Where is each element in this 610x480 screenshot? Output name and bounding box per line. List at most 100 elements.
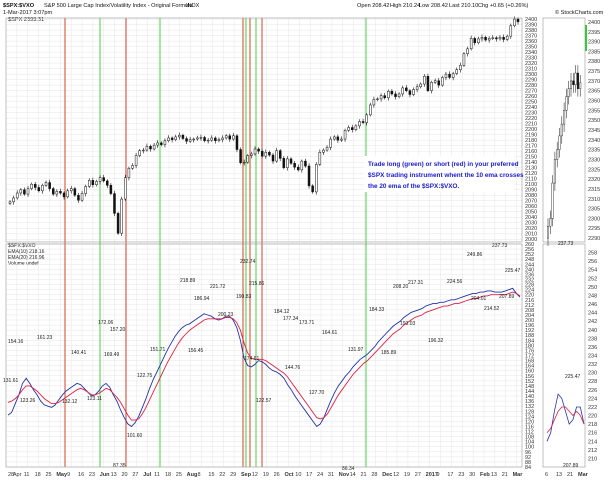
inset-candle-body [572, 80, 575, 86]
ratio-data-label: 200.23 [218, 312, 234, 318]
candle-body [33, 183, 37, 188]
candle-body [376, 98, 379, 100]
candle-body [318, 152, 322, 165]
candle-body [278, 150, 282, 159]
ratio-y-tick: 188 [525, 333, 534, 339]
candle-body [260, 150, 264, 157]
x-tick-label: 19 [404, 472, 410, 478]
ratio-data-label: 224.56 [447, 279, 463, 285]
candle-body [131, 165, 134, 169]
candle-body [95, 181, 98, 186]
ratio-y-tick: 120 [525, 419, 534, 425]
ratio-data-label: 164.61 [322, 330, 338, 336]
inset-x-tick-label: Mar [578, 472, 589, 478]
x-tick-label: 19 [263, 472, 269, 478]
candle-body [304, 160, 307, 167]
inset-price-y-tick: 2340 [588, 138, 600, 144]
x-tick-label: 22 [219, 472, 225, 478]
x-tick-label: Oct [284, 472, 293, 478]
inset-price-y-tick: 2355 [588, 108, 600, 114]
inset-ratio-y-tick: 240 [588, 328, 597, 334]
candle-body [379, 95, 383, 100]
ratio-data-label: 169.49 [104, 352, 120, 358]
inset-ratio-y-tick: 258 [588, 251, 597, 257]
ratio-y-tick: 252 [525, 252, 534, 258]
inset-price-y-tick: 2300 [588, 216, 600, 222]
price-y-tick: 2310 [525, 67, 537, 73]
ema10-line [7, 287, 521, 428]
x-tick-label: 11 [154, 472, 160, 478]
ratio-y-tick: 240 [525, 267, 534, 273]
ratio-y-tick: 132 [525, 404, 534, 410]
candle-body [286, 158, 289, 168]
price-y-tick: 2210 [525, 122, 537, 128]
inset-candle-body [556, 149, 559, 160]
ratio-data-label: 186.94 [194, 296, 210, 302]
candle-body [423, 76, 426, 85]
inset-ratio-y-tick: 212 [588, 448, 597, 454]
candle-body [163, 140, 167, 145]
candle-body [44, 182, 48, 186]
inset-ratio-y-tick: 246 [588, 302, 597, 308]
price-y-tick: 2180 [525, 138, 537, 144]
candle-body [257, 148, 260, 152]
candle-body [228, 135, 232, 140]
inset-data-label: 225.47 [565, 374, 581, 380]
candle-body [77, 194, 80, 201]
x-tick-label: 13 [491, 472, 497, 478]
candle-body [275, 150, 278, 162]
x-tick-label: 27 [415, 472, 421, 478]
inset-chart: 2290 2295 2300 2305 2310 2315 2320 2325 2330 2335… [542, 17, 600, 478]
candle-body [441, 77, 444, 86]
candle-body [293, 163, 296, 168]
inset-price-y-tick: 2395 [588, 30, 600, 36]
candle-body [369, 104, 372, 116]
inset-price-y-tick: 2370 [588, 79, 600, 85]
inset-price-y-tick: 2380 [588, 59, 600, 65]
candle-body [372, 99, 376, 106]
x-tick-label: May [56, 472, 68, 478]
inset-price-y-tick: 2400 [588, 20, 600, 26]
candle-body [170, 137, 174, 140]
candle-body [84, 186, 87, 194]
candle-body [235, 135, 239, 150]
x-tick-label: 21 [360, 472, 366, 478]
grid-lines [6, 18, 522, 468]
inset-x-tick-label: 21 [567, 472, 573, 478]
ratio-y-tick: 196 [525, 323, 534, 329]
chart-last: Last 210.10 [449, 3, 478, 9]
annotation-line-1: Trade long (green) or short (red) in you… [368, 161, 519, 168]
price-y-tick: 2260 [525, 94, 537, 100]
x-tick-label: 13 [111, 472, 117, 478]
ratio-data-label: 123.11 [87, 396, 102, 402]
price-y-tick: 2380 [525, 28, 537, 34]
ratio-y-tick: 260 [525, 242, 534, 248]
x-tick-label: 27 [132, 472, 138, 478]
ratio-data-label: 132.12 [62, 399, 78, 405]
candle-body [210, 137, 214, 141]
candle-body [459, 65, 462, 70]
inset-ratio-y-tick: 218 [588, 422, 597, 428]
candle-body [505, 35, 509, 40]
candle-body [455, 69, 459, 74]
ratio-data-label: 161.23 [37, 335, 53, 341]
inset-price-y-tick: 2330 [588, 157, 600, 163]
inset-candle-body [549, 218, 552, 227]
candle-body [412, 89, 415, 95]
candle-body [149, 145, 152, 150]
chart-name: S&P 500 Large Cap Index/Volatility Index… [44, 3, 193, 9]
candle-body [73, 188, 77, 196]
ratio-data-label: 173.71 [299, 320, 315, 326]
inset-price-y-tick: 2295 [588, 226, 600, 232]
ratio-y-tick: 124 [525, 414, 534, 420]
ratio-y-tick: 168 [525, 359, 534, 365]
candle-body [120, 198, 123, 234]
price-y-tick: 2220 [525, 116, 537, 122]
candle-body [347, 127, 350, 131]
inset-ratio-y-tick: 248 [588, 293, 597, 299]
x-tick-label: 9 [437, 472, 440, 478]
candle-body [214, 137, 217, 141]
x-tick-label: 11 [24, 472, 30, 478]
